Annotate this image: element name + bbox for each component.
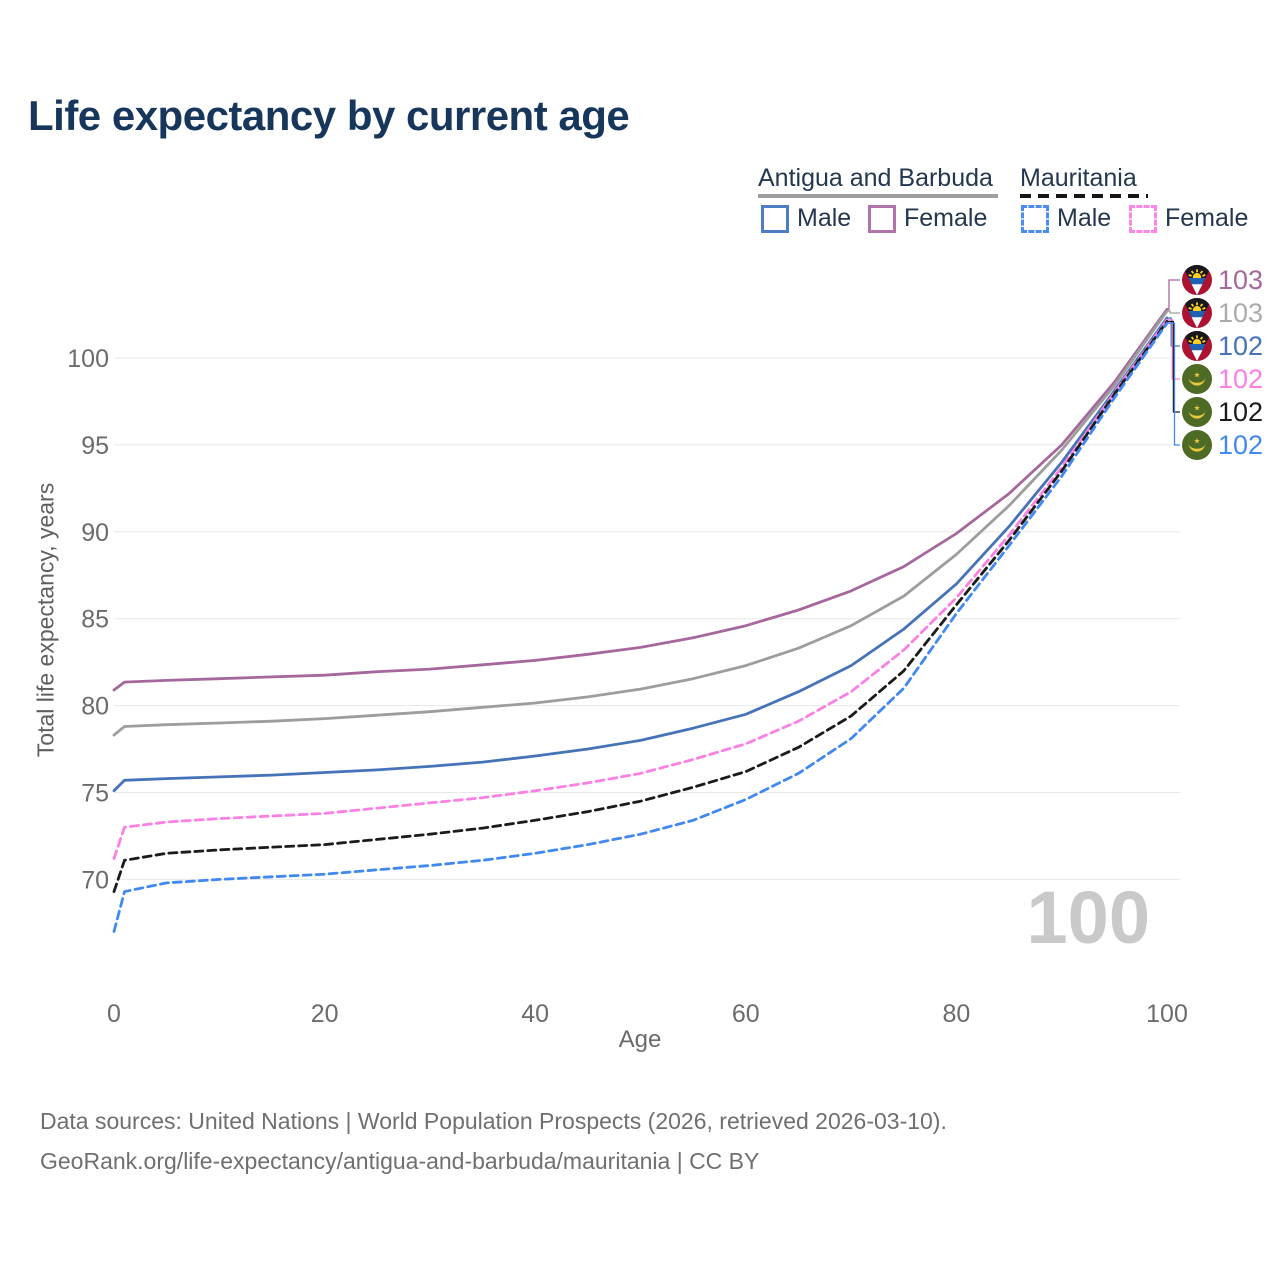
endpoint-connector [1167, 322, 1180, 446]
footer-data-sources: Data sources: United Nations | World Pop… [40, 1108, 947, 1134]
series-line[interactable] [112, 320, 1169, 893]
endpoint-label-ab-male: 102 [1182, 331, 1263, 361]
series-line[interactable] [112, 316, 1169, 793]
legend-item-label: Female [1165, 204, 1249, 232]
y-tick-label: 80 [81, 693, 109, 721]
chart-plot-area[interactable]: 70 75 80 85 90 95 100 0 20 40 60 80 100 [0, 0, 1280, 1100]
legend-swatch-solid-blue-icon [761, 204, 789, 233]
x-tick-label: 80 [942, 1000, 970, 1028]
endpoint-label-mr-male: 102 [1182, 430, 1263, 460]
x-tick-label: 40 [521, 1000, 549, 1028]
legend-swatch-dashed-pink-icon [1129, 204, 1157, 233]
mauritania-flag-icon [1182, 364, 1212, 394]
x-tick-label: 60 [732, 1000, 760, 1028]
legend-swatch-dashed-blue-icon [1021, 204, 1049, 233]
endpoint-label-mr-both: 102 [1182, 397, 1263, 427]
series-line[interactable] [112, 309, 1169, 737]
endpoint-connector [1167, 310, 1180, 314]
hovered-age-watermark: 100 [1026, 876, 1150, 959]
legend-group-mauritania[interactable]: Mauritania [1020, 164, 1137, 192]
x-tick-label: 100 [1146, 1000, 1188, 1028]
legend-swatch-solid-purple-icon [868, 204, 896, 233]
endpoint-label-ab-both: 103 [1182, 298, 1263, 328]
endpoint-connector [1167, 279, 1180, 310]
endpoint-value: 102 [1218, 430, 1264, 460]
page-title: Life expectancy by current age [28, 92, 630, 139]
mauritania-flag-icon [1182, 430, 1212, 460]
endpoint-value: 102 [1218, 331, 1264, 361]
mauritania-flag-icon [1182, 397, 1212, 427]
y-tick-label: 75 [81, 780, 109, 808]
y-tick-label: 85 [81, 606, 109, 634]
endpoint-value: 103 [1218, 298, 1264, 328]
endpoint-connector [1167, 320, 1180, 413]
x-tick-label: 0 [107, 1000, 121, 1028]
y-tick-label: 95 [81, 432, 109, 460]
y-tick-label: 100 [67, 345, 109, 373]
x-tick-label: 20 [311, 1000, 339, 1028]
endpoint-label-mr-female: 102 [1182, 364, 1263, 394]
series-line[interactable] [112, 307, 1169, 692]
footer-attribution: GeoRank.org/life-expectancy/antigua-and-… [40, 1148, 760, 1174]
endpoint-connector [1167, 317, 1180, 347]
legend-item-label: Male [797, 204, 852, 232]
y-axis-title: Total life expectancy, years [32, 482, 59, 758]
endpoint-connector [1167, 319, 1180, 380]
legend-item-mr-female[interactable]: Female [1129, 204, 1248, 233]
antigua-barbuda-flag-icon [1182, 331, 1212, 361]
legend-item-label: Male [1057, 204, 1112, 232]
x-axis-title: Age [618, 1026, 662, 1053]
legend-underline-solid-line [758, 194, 998, 198]
legend-item-ab-male[interactable]: Male [761, 204, 851, 233]
legend-group-antigua-barbuda[interactable]: Antigua and Barbuda [758, 164, 993, 192]
antigua-barbuda-flag-icon [1182, 298, 1212, 328]
legend-item-label: Female [904, 204, 988, 232]
y-tick-label: 70 [81, 866, 109, 894]
legend-underline-dashed-line [1020, 194, 1148, 198]
y-tick-label: 90 [81, 519, 109, 547]
endpoint-value: 102 [1218, 397, 1264, 427]
legend-item-mr-male[interactable]: Male [1021, 204, 1111, 233]
antigua-barbuda-flag-icon [1182, 265, 1212, 295]
endpoint-label-ab-female: 103 [1182, 265, 1263, 295]
endpoint-value: 102 [1218, 364, 1264, 394]
series-line[interactable] [112, 318, 1169, 860]
endpoint-value: 103 [1218, 265, 1264, 295]
series-line[interactable] [112, 321, 1169, 933]
legend-item-ab-female[interactable]: Female [868, 204, 987, 233]
